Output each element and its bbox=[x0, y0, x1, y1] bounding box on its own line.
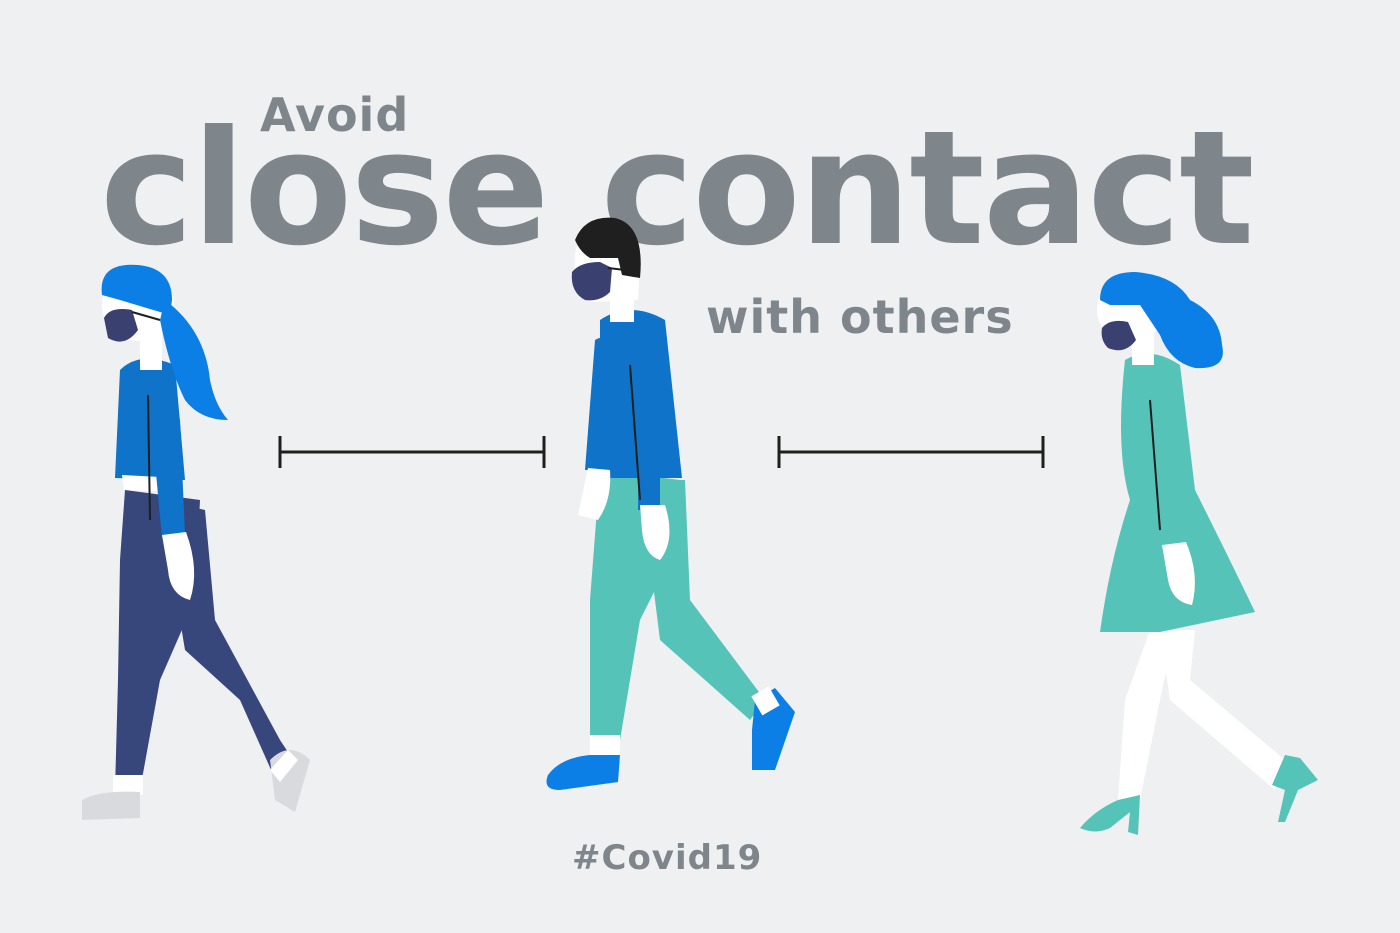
distance-marker-left bbox=[278, 436, 546, 468]
person-right bbox=[1080, 272, 1318, 835]
distance-marker-right bbox=[777, 436, 1045, 468]
person-left bbox=[82, 264, 310, 820]
headline-avoid: Avoid bbox=[260, 88, 410, 142]
hashtag-label: #Covid19 bbox=[572, 838, 763, 878]
headline-with-others: with others bbox=[706, 290, 1014, 344]
headline-close-contact: close contact bbox=[100, 97, 1255, 281]
person-middle bbox=[546, 217, 795, 790]
